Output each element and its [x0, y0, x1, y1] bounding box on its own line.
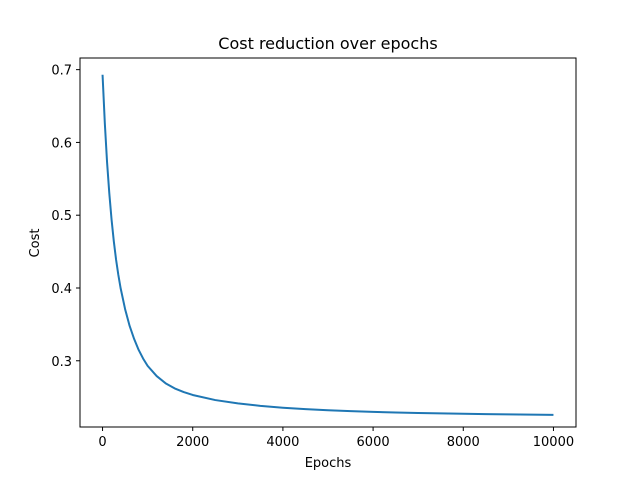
- cost-series-line-0: [101, 74, 554, 416]
- y-axis-title: Cost: [28, 229, 43, 258]
- x-axis-title: Epochs: [305, 456, 352, 471]
- y-axis: 0.3 0.4 0.5 0.6 0.7: [51, 64, 80, 370]
- x-tick-label: 4000: [266, 435, 299, 450]
- plot-frame: [79, 57, 577, 428]
- x-tick-label: 8000: [447, 435, 480, 450]
- x-tick-label: 0: [98, 435, 106, 450]
- chart-title: Cost reduction over epochs: [218, 34, 437, 53]
- y-tick-label: 0.6: [51, 136, 72, 151]
- x-tick-label: 10000: [533, 435, 574, 450]
- x-tick-label: 6000: [357, 435, 390, 450]
- y-tick-label: 0.3: [51, 355, 72, 370]
- x-axis: 0 2000 4000 6000 8000 10000: [98, 427, 574, 450]
- y-tick-label: 0.7: [51, 64, 72, 79]
- x-tick-label: 2000: [176, 435, 209, 450]
- plot-area: [101, 74, 554, 416]
- y-tick-label: 0.4: [51, 282, 72, 297]
- y-tick-label: 0.5: [51, 209, 72, 224]
